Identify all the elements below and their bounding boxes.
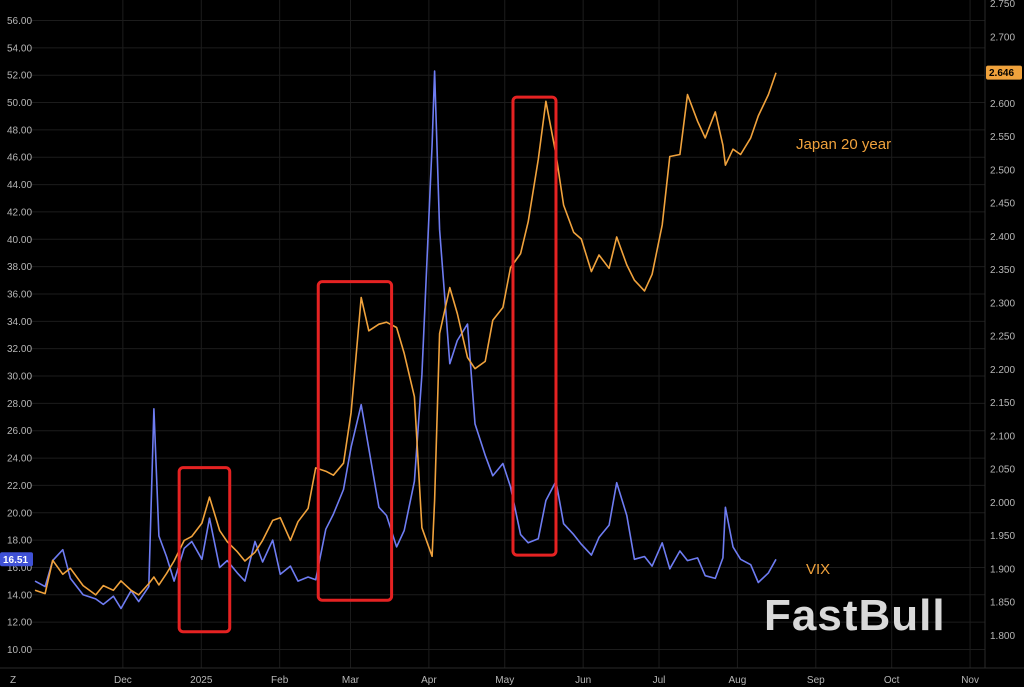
right-tick-label: 2.500 [990,165,1015,176]
left-tick-label: 44.00 [7,180,32,191]
series-label-vix: VIX [806,561,830,578]
badge-vix-value: 16.51 [3,555,28,566]
highlight-boxes [177,95,558,634]
right-tick-label: 2.200 [990,365,1015,376]
highlight-box [177,466,232,634]
left-tick-label: 10.00 [7,645,32,656]
badge-japan-20-year [986,65,1022,80]
x-tick-label: Oct [884,675,900,686]
left-tick-label: 14.00 [7,590,32,601]
left-tick-label: 50.00 [7,98,32,109]
left-tick-label: 42.00 [7,207,32,218]
right-tick-label: 2.350 [990,265,1015,276]
left-tick-label: 24.00 [7,454,32,465]
x-tick-label: Jul [653,675,666,686]
left-tick-label: 38.00 [7,262,32,273]
right-tick-label: 2.400 [990,232,1015,243]
x-tick-label: Nov [961,675,979,686]
right-tick-label: 2.100 [990,431,1015,442]
highlight-box [316,280,394,602]
left-tick-label: 30.00 [7,372,32,383]
right-tick-label: 2.450 [990,199,1015,210]
left-tick-label: 28.00 [7,399,32,410]
x-axis-corner-label: Z [10,675,16,686]
left-tick-label: 52.00 [7,71,32,82]
right-tick-label: 2.750 [990,0,1015,10]
grid-lines [32,0,985,668]
left-tick-label: 22.00 [7,481,32,492]
right-tick-label: 1.850 [990,598,1015,609]
series-line-vix [34,70,777,610]
left-tick-label: 18.00 [7,536,32,547]
watermark-logo: FastBull [764,591,946,640]
right-tick-label: 2.050 [990,465,1015,476]
left-tick-label: 12.00 [7,618,32,629]
badge-japan-20-year-value: 2.646 [989,68,1014,79]
x-tick-label: Mar [342,675,360,686]
left-tick-label: 54.00 [7,43,32,54]
left-tick-label: 46.00 [7,153,32,164]
series-layer [34,70,777,610]
left-tick-label: 34.00 [7,317,32,328]
x-axis: Dec 2025 Feb Mar Apr May Jun Jul Aug Sep Oct Nov [0,667,1024,686]
badge-vix [0,552,33,567]
left-tick-label: 40.00 [7,235,32,246]
x-tick-label: Apr [421,675,437,686]
x-tick-label: Sep [807,675,825,686]
right-tick-label: 1.800 [990,631,1015,642]
series-line-japan-20-year [34,72,777,596]
left-axis: 56.00 54.00 52.00 50.00 48.00 46.00 44.00 42.00… [7,16,32,656]
x-tick-label: Jun [575,675,591,686]
right-tick-label: 2.150 [990,398,1015,409]
right-tick-label: 1.950 [990,531,1015,542]
x-tick-label: Feb [271,675,289,686]
series-label-japan-20-year: Japan 20 year [796,136,891,153]
right-tick-label: 2.700 [990,32,1015,43]
left-tick-label: 26.00 [7,426,32,437]
right-axis: 2.7502.7002.6502.6002.5502.5002.4502.400… [984,0,1015,668]
right-tick-label: 2.300 [990,298,1015,309]
right-tick-label: 1.900 [990,564,1015,575]
last-value-badges: 16.51 2.646 [0,65,1022,567]
x-tick-label: May [495,675,514,686]
right-tick-label: 2.550 [990,132,1015,143]
x-tick-label: Dec [114,675,132,686]
right-tick-label: 2.000 [990,498,1015,509]
left-tick-label: 16.00 [7,563,32,574]
left-tick-label: 20.00 [7,508,32,519]
highlight-box [511,95,558,557]
x-tick-label: Aug [729,675,747,686]
right-tick-label: 2.600 [990,99,1015,110]
right-tick-label: 2.250 [990,332,1015,343]
x-tick-label: 2025 [190,675,213,686]
left-tick-label: 36.00 [7,289,32,300]
left-tick-label: 56.00 [7,16,32,27]
left-tick-label: 32.00 [7,344,32,355]
left-tick-label: 48.00 [7,125,32,136]
